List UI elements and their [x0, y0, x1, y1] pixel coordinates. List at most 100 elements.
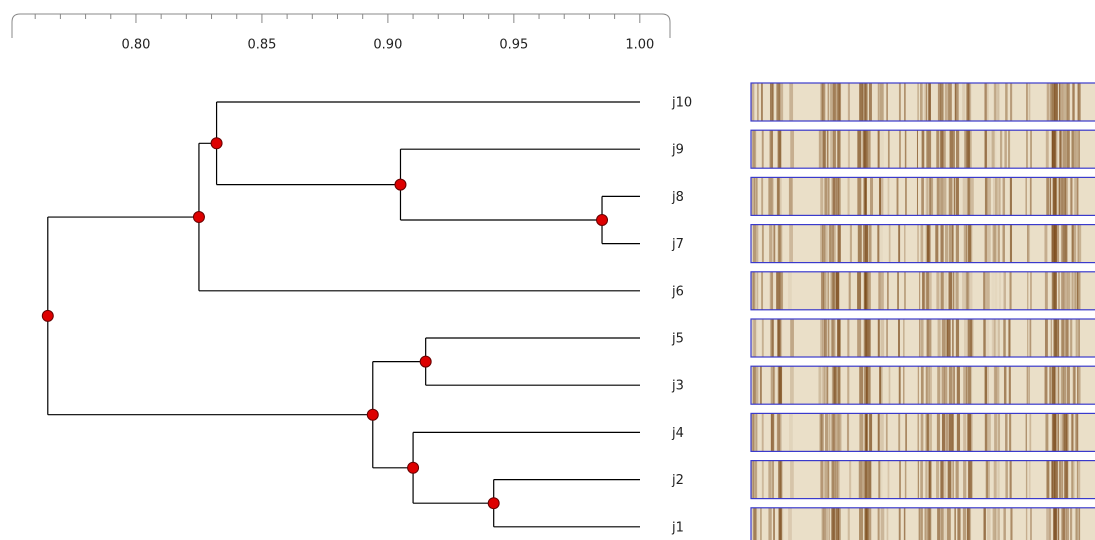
node	[597, 215, 608, 226]
lane-band	[762, 461, 764, 499]
lane-band	[968, 225, 972, 263]
lane-band	[899, 508, 901, 540]
lane-band	[985, 177, 987, 215]
lane-band	[777, 177, 780, 215]
lane-band	[936, 130, 939, 168]
lane-band	[918, 461, 919, 499]
lane-band	[779, 83, 783, 121]
lane-band	[1062, 177, 1066, 215]
lane-band	[1003, 508, 1005, 540]
lane-band	[929, 461, 932, 499]
lane-band	[952, 413, 953, 451]
lane-band	[878, 130, 880, 168]
lane-band	[949, 225, 953, 263]
lane-band	[886, 413, 888, 451]
lane-band	[887, 272, 889, 310]
lane-band	[838, 130, 841, 168]
lane-band	[1054, 225, 1057, 263]
lane-band	[1027, 225, 1028, 263]
lane-band	[994, 461, 996, 499]
lane-band	[921, 413, 924, 451]
lane-band	[1074, 225, 1076, 263]
lane-band	[776, 272, 779, 310]
lane-band	[820, 461, 823, 499]
lane-band	[1028, 225, 1030, 263]
lane-band	[828, 508, 830, 540]
lane-band	[1004, 272, 1006, 310]
lane-band	[997, 366, 999, 404]
lane-band	[857, 319, 861, 357]
lane-band	[827, 130, 829, 168]
lane-band	[777, 413, 780, 451]
lane-band	[768, 177, 771, 215]
lane-band	[949, 366, 953, 404]
chart: 0.800.850.900.951.00j10j9j8j7j6j5j3j4j2j…	[0, 0, 1095, 540]
lane-band	[1027, 319, 1028, 357]
lane-band	[824, 177, 827, 215]
lane-band	[838, 225, 841, 263]
lane-band	[779, 272, 783, 310]
lane-band	[1070, 177, 1072, 215]
lane-band	[1045, 272, 1048, 310]
lane-band	[1050, 177, 1051, 215]
leaf-label: j10	[671, 96, 692, 111]
lane-band	[992, 272, 995, 310]
lane-band	[1053, 461, 1056, 499]
lane-band	[822, 508, 825, 540]
gel-lane	[751, 413, 1095, 451]
lane-band	[762, 130, 764, 168]
lane-band	[920, 461, 923, 499]
lane-band	[847, 319, 849, 357]
lane-band	[868, 508, 871, 540]
lane-band	[919, 508, 920, 540]
x-tick-label: 0.85	[247, 38, 276, 53]
lane-band	[927, 319, 930, 357]
lane-band	[865, 83, 867, 121]
lane-band	[994, 83, 996, 121]
lane-band	[926, 272, 929, 310]
lane-band	[1079, 319, 1080, 357]
lane-bg	[751, 508, 1095, 540]
lane-band	[773, 508, 775, 540]
lane-band	[941, 508, 944, 540]
lane-band	[936, 272, 939, 310]
gel-lane	[751, 319, 1095, 357]
gel-lane	[751, 461, 1095, 499]
lane-band	[962, 83, 965, 121]
lane-band	[987, 508, 991, 540]
lane-band	[1045, 319, 1048, 357]
lane-band	[904, 225, 905, 263]
gel-lane	[751, 272, 1095, 310]
lane-band	[954, 508, 955, 540]
lane-band	[878, 319, 880, 357]
lane-band	[985, 319, 989, 357]
lane-band	[1030, 177, 1032, 215]
lane-band	[773, 225, 775, 263]
lane-band	[957, 508, 960, 540]
gel-lane	[751, 225, 1095, 263]
leaf-label: j5	[671, 332, 684, 347]
lane-band	[929, 366, 932, 404]
lane-band	[1072, 225, 1074, 263]
lane-band	[828, 83, 830, 121]
lane-band	[967, 177, 971, 215]
lane-band	[943, 177, 946, 215]
lane-band	[837, 366, 840, 404]
gel-lane	[751, 177, 1095, 215]
lane-band	[924, 508, 926, 540]
lane-band	[987, 177, 991, 215]
lane-band	[1045, 413, 1048, 451]
lane-band	[952, 225, 953, 263]
lane-band	[1077, 272, 1078, 310]
lane-band	[1029, 461, 1031, 499]
lane-band	[878, 83, 880, 121]
lane-band	[828, 177, 830, 215]
lane-band	[904, 83, 905, 121]
leaf-label: j3	[671, 379, 684, 394]
lane-band	[921, 366, 924, 404]
lane-band	[1026, 461, 1027, 499]
lane-band	[1064, 83, 1068, 121]
lane-band	[1049, 366, 1050, 404]
lane-band	[865, 508, 867, 540]
lane-band	[966, 130, 970, 168]
